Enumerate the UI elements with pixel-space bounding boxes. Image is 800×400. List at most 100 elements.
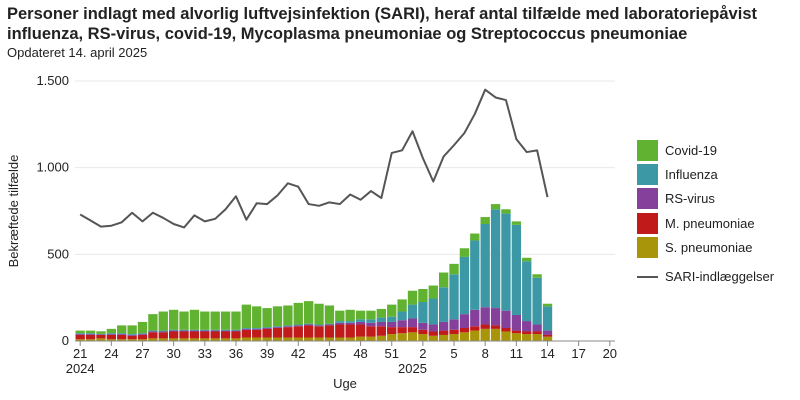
bar-s-pneumoniae [345, 337, 355, 341]
bar-influenza [179, 329, 189, 331]
bar-covid-19 [542, 303, 553, 307]
bar-covid-19 [272, 306, 283, 327]
x-tick-label: 21 [73, 346, 87, 361]
y-axis-title: Bekræftede tilfælde [6, 155, 21, 268]
bar-rs-virus [106, 334, 117, 335]
bar-covid-19 [231, 311, 241, 330]
bar-influenza [200, 329, 210, 331]
bar-rs-virus [272, 327, 283, 328]
legend-swatch [637, 163, 658, 185]
bar-m-pneumoniae [189, 331, 200, 339]
bar-influenza [376, 317, 387, 322]
legend-swatch [637, 236, 658, 258]
y-tick-label: 0 [62, 333, 69, 348]
bar-covid-19 [345, 309, 355, 322]
bar-covid-19 [137, 321, 148, 334]
bar-m-pneumoniae [387, 327, 397, 335]
bar-covid-19 [200, 311, 210, 330]
bar-influenza [438, 287, 449, 322]
bar-m-pneumoniae [283, 327, 293, 338]
bar-s-pneumoniae [459, 332, 470, 341]
bar-covid-19 [428, 285, 438, 299]
bar-s-pneumoniae [85, 339, 96, 341]
bar-influenza [272, 326, 283, 328]
bar-rs-virus [376, 321, 387, 327]
bar-influenza [210, 329, 220, 331]
legend-label: SARI-indlæggelser [665, 269, 775, 285]
bar-influenza [75, 333, 85, 335]
bar-m-pneumoniae [272, 328, 283, 338]
bar-covid-19 [366, 310, 376, 320]
bar-rs-virus [480, 307, 490, 325]
bar-influenza [511, 224, 522, 315]
bar-influenza [127, 334, 137, 335]
bar-m-pneumoniae [428, 331, 438, 336]
bar-influenza [542, 306, 553, 331]
bar-m-pneumoniae [324, 325, 335, 338]
bar-covid-19 [438, 272, 449, 288]
bar-covid-19 [397, 299, 407, 312]
legend-swatch [637, 188, 658, 210]
bar-rs-virus [127, 334, 137, 336]
bar-m-pneumoniae [137, 334, 148, 340]
legend-item: S. pneumoniae [637, 235, 797, 259]
bar-s-pneumoniae [501, 331, 511, 341]
bar-influenza [459, 256, 470, 315]
bar-s-pneumoniae [522, 334, 532, 341]
bar-influenza [407, 304, 418, 319]
bar-s-pneumoniae [262, 337, 272, 341]
bar-rs-virus [241, 328, 252, 330]
bar-influenza [168, 329, 179, 331]
bar-covid-19 [75, 330, 85, 334]
bar-influenza [387, 316, 397, 322]
bar-covid-19 [283, 305, 293, 326]
bar-s-pneumoniae [127, 339, 137, 341]
bar-m-pneumoniae [148, 332, 158, 339]
bar-s-pneumoniae [231, 338, 241, 341]
bar-rs-virus [324, 324, 335, 326]
legend-label: S. pneumoniae [665, 239, 753, 255]
bar-rs-virus [293, 325, 303, 327]
bar-m-pneumoniae [449, 329, 459, 335]
bar-rs-virus [522, 321, 532, 332]
bar-m-pneumoniae [262, 328, 272, 338]
bar-m-pneumoniae [252, 329, 262, 338]
x-tick-label: 11 [510, 346, 524, 361]
x-tick-label: 27 [135, 346, 149, 361]
bar-influenza [252, 328, 262, 329]
bar-m-pneumoniae [438, 330, 449, 335]
bar-m-pneumoniae [480, 324, 490, 329]
legend-line-swatch [637, 275, 658, 278]
bar-s-pneumoniae [241, 337, 252, 341]
bar-m-pneumoniae [303, 325, 314, 338]
bar-rs-virus [397, 320, 407, 328]
bar-covid-19 [106, 328, 117, 334]
bar-m-pneumoniae [459, 328, 470, 333]
bar-m-pneumoniae [407, 327, 418, 333]
bar-m-pneumoniae [522, 331, 532, 335]
bar-rs-virus [262, 328, 272, 329]
bar-rs-virus [158, 331, 168, 333]
bar-covid-19 [168, 309, 179, 330]
y-tick-label: 1.500 [36, 73, 69, 88]
bar-rs-virus [117, 334, 127, 335]
bar-influenza [324, 323, 335, 325]
bar-m-pneumoniae [501, 328, 511, 332]
bar-m-pneumoniae [75, 334, 85, 340]
x-year-label: 2025 [398, 361, 427, 376]
bar-covid-19 [179, 311, 189, 330]
legend-item: Covid-19 [637, 138, 797, 162]
chart-subtitle: Opdateret 14. april 2025 [7, 45, 148, 60]
bar-m-pneumoniae [179, 331, 189, 339]
bar-covid-19 [470, 233, 480, 241]
bar-s-pneumoniae [210, 338, 220, 341]
bar-m-pneumoniae [220, 331, 231, 339]
y-tick-label: 1.000 [36, 160, 69, 175]
bar-influenza [470, 240, 480, 310]
x-tick-label: 45 [322, 346, 336, 361]
bar-covid-19 [459, 248, 470, 257]
bar-m-pneumoniae [168, 331, 179, 339]
bar-covid-19 [490, 204, 501, 210]
bar-influenza [532, 277, 542, 325]
